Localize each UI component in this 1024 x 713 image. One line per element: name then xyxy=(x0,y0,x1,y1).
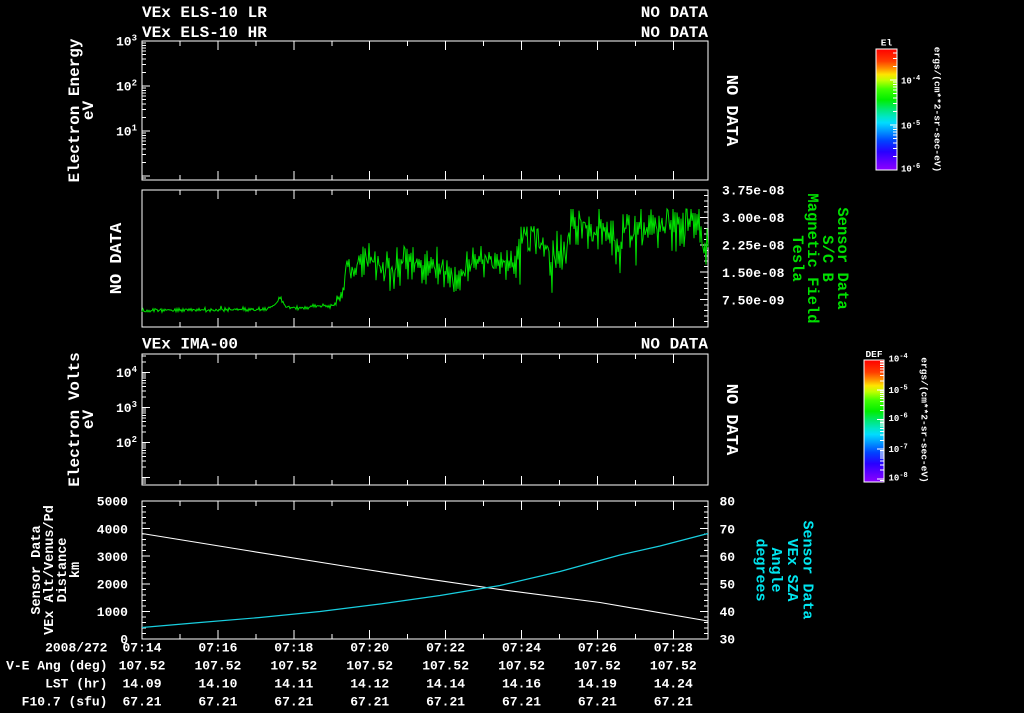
svg-text:2008/272: 2008/272 xyxy=(45,641,108,656)
svg-text:10-8: 10-8 xyxy=(889,472,908,484)
svg-text:107.52: 107.52 xyxy=(119,659,166,674)
svg-text:07:22: 07:22 xyxy=(426,641,465,656)
svg-text:Electron Volts: Electron Volts xyxy=(66,352,84,486)
svg-text:3000: 3000 xyxy=(97,550,128,565)
svg-text:107.52: 107.52 xyxy=(498,659,545,674)
svg-text:V-E Ang (deg): V-E Ang (deg) xyxy=(6,659,107,674)
svg-text:5000: 5000 xyxy=(97,495,128,510)
svg-text:degrees: degrees xyxy=(752,538,769,601)
svg-text:VEx ELS-10 LR: VEx ELS-10 LR xyxy=(142,4,267,22)
svg-text:67.21: 67.21 xyxy=(502,695,541,709)
svg-text:NO DATA: NO DATA xyxy=(721,75,740,147)
svg-text:67.21: 67.21 xyxy=(426,695,465,709)
svg-text:10-6: 10-6 xyxy=(889,413,908,425)
svg-text:70: 70 xyxy=(720,522,736,537)
svg-text:07:14: 07:14 xyxy=(122,641,161,656)
svg-text:40: 40 xyxy=(720,605,736,620)
svg-text:10-4: 10-4 xyxy=(901,75,920,87)
svg-text:67.21: 67.21 xyxy=(350,695,389,709)
svg-text:eV: eV xyxy=(80,410,98,430)
svg-text:107.52: 107.52 xyxy=(346,659,393,674)
svg-text:VEx Alt/Venus/Pd: VEx Alt/Venus/Pd xyxy=(43,505,58,635)
svg-text:3.00e-08: 3.00e-08 xyxy=(722,211,785,226)
svg-text:ergs/(cm**2-sr-sec-eV): ergs/(cm**2-sr-sec-eV) xyxy=(932,47,943,172)
svg-text:Distance: Distance xyxy=(56,538,71,603)
svg-text:60: 60 xyxy=(720,550,736,565)
svg-text:0: 0 xyxy=(120,633,128,648)
svg-text:07:26: 07:26 xyxy=(578,641,617,656)
svg-text:NO DATA: NO DATA xyxy=(641,336,709,354)
svg-text:VEx IMA-00: VEx IMA-00 xyxy=(142,336,238,354)
svg-text:10-5: 10-5 xyxy=(889,385,908,397)
svg-text:Tesla: Tesla xyxy=(788,235,806,282)
svg-text:El: El xyxy=(881,38,893,49)
svg-text:NO DATA: NO DATA xyxy=(641,24,709,42)
svg-text:Magnetic Field: Magnetic Field xyxy=(803,193,821,323)
svg-text:Electron Energy: Electron Energy xyxy=(66,38,84,182)
svg-text:3.75e-08: 3.75e-08 xyxy=(722,184,785,199)
svg-text:07:28: 07:28 xyxy=(654,641,693,656)
svg-text:14.12: 14.12 xyxy=(350,677,389,692)
svg-text:2.25e-08: 2.25e-08 xyxy=(722,239,785,254)
svg-text:107.52: 107.52 xyxy=(270,659,317,674)
svg-text:30: 30 xyxy=(720,633,736,648)
svg-text:107.52: 107.52 xyxy=(650,659,697,674)
svg-text:07:20: 07:20 xyxy=(350,641,389,656)
svg-text:F10.7 (sfu): F10.7 (sfu) xyxy=(22,695,108,709)
svg-text:1000: 1000 xyxy=(97,605,128,620)
svg-text:ergs/(cm**2-sr-sec-eV): ergs/(cm**2-sr-sec-eV) xyxy=(919,357,930,482)
svg-text:14.11: 14.11 xyxy=(274,677,313,692)
svg-text:2000: 2000 xyxy=(97,578,128,593)
svg-text:NO DATA: NO DATA xyxy=(108,222,127,294)
svg-text:S/C B: S/C B xyxy=(818,235,836,282)
svg-text:LST (hr): LST (hr) xyxy=(45,677,107,692)
svg-text:Sensor Data: Sensor Data xyxy=(799,520,816,619)
svg-text:VEx SZA: VEx SZA xyxy=(783,538,800,601)
svg-text:NO DATA: NO DATA xyxy=(721,384,740,456)
svg-text:80: 80 xyxy=(720,495,736,510)
svg-text:107.52: 107.52 xyxy=(574,659,621,674)
svg-text:eV: eV xyxy=(80,101,98,121)
svg-text:07:18: 07:18 xyxy=(274,641,313,656)
svg-text:VEx ELS-10 HR: VEx ELS-10 HR xyxy=(142,24,267,42)
svg-text:Angle: Angle xyxy=(767,547,784,592)
svg-text:14.14: 14.14 xyxy=(426,677,465,692)
svg-text:67.21: 67.21 xyxy=(274,695,313,709)
svg-text:14.10: 14.10 xyxy=(198,677,237,692)
svg-text:07:24: 07:24 xyxy=(502,641,541,656)
svg-text:14.16: 14.16 xyxy=(502,677,541,692)
svg-text:07:16: 07:16 xyxy=(198,641,237,656)
svg-text:10-6: 10-6 xyxy=(901,163,920,175)
svg-text:107.52: 107.52 xyxy=(422,659,469,674)
svg-text:107.52: 107.52 xyxy=(194,659,241,674)
svg-text:67.21: 67.21 xyxy=(122,695,161,709)
svg-text:14.09: 14.09 xyxy=(122,677,161,692)
svg-text:14.24: 14.24 xyxy=(654,677,693,692)
svg-text:7.50e-09: 7.50e-09 xyxy=(722,293,785,308)
svg-text:DEF: DEF xyxy=(865,349,882,360)
svg-text:4000: 4000 xyxy=(97,522,128,537)
svg-text:1.50e-08: 1.50e-08 xyxy=(722,266,785,281)
svg-text:67.21: 67.21 xyxy=(654,695,693,709)
svg-text:10-5: 10-5 xyxy=(901,120,920,132)
svg-text:NO DATA: NO DATA xyxy=(641,4,709,22)
svg-text:50: 50 xyxy=(720,578,736,593)
svg-text:14.19: 14.19 xyxy=(578,677,617,692)
svg-text:67.21: 67.21 xyxy=(198,695,237,709)
svg-text:Sensor Data: Sensor Data xyxy=(30,525,45,614)
svg-text:10-7: 10-7 xyxy=(889,444,908,456)
svg-text:67.21: 67.21 xyxy=(578,695,617,709)
svg-text:km: km xyxy=(69,562,84,578)
svg-text:10-4: 10-4 xyxy=(889,353,908,365)
svg-text:Sensor Data: Sensor Data xyxy=(833,207,851,309)
